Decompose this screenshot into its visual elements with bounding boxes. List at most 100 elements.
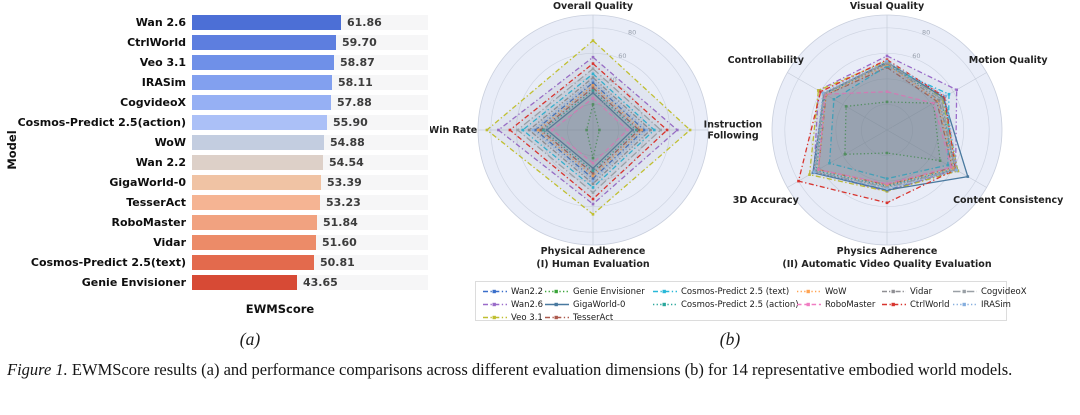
radar-axis-label: Motion Quality [969,55,1049,66]
legend-label: Vidar [910,286,933,297]
bar-track [192,215,428,230]
radar-marker [946,163,950,167]
legend-label: WoW [825,286,847,297]
legend-label: TesserAct [573,312,614,323]
bar-category-label: Veo 3.1 [139,56,186,69]
bar-value-label: 54.54 [329,156,364,169]
bar [192,115,327,130]
radar-marker [885,100,889,104]
radar-marker [645,128,648,132]
legend-line-sample [545,302,569,307]
radial-tick-label: 0 [595,123,599,131]
bar-category-label: Cosmos-Predict 2.5(action) [17,116,186,129]
legend-line-sample [545,315,569,320]
radar-marker [812,170,816,174]
radar-axis-label: Physical Adherence [541,246,646,257]
bar [192,275,297,290]
radar-marker [591,76,595,79]
radar-marker [591,174,595,178]
legend-item: Cosmos-Predict 2.5 (action) [652,299,799,310]
radar-marker [885,187,889,191]
legend-label: Wan2.2 [511,286,543,297]
legend-item: TesserAct [544,312,613,323]
radar-marker [591,186,595,189]
bar [192,195,320,210]
radar-marker [591,81,595,84]
radar-marker [966,175,970,178]
radial-tick-label: 80 [628,29,636,37]
bar [192,235,316,250]
bar-category-label: Wan 2.6 [135,16,186,29]
radar-marker [591,96,595,100]
radar-marker [591,103,595,106]
radar-marker [585,128,588,132]
legend-label: CogvideoX [981,286,1027,297]
radar-marker [885,54,889,58]
radar-marker [591,177,595,180]
radar-series [813,60,958,190]
radar-marker [885,90,889,93]
bar-category-label: TesserAct [126,196,186,209]
radar-marker [817,89,820,92]
bar-category-label: Cosmos-Predict 2.5(text) [30,256,186,269]
radar-marker [937,98,941,102]
radar-marker [653,128,656,132]
radar-marker [591,62,595,65]
legend-item: Cosmos-Predict 2.5 (text) [652,286,789,297]
bar-rows: Wan 2.6 61.86 CtrlWorld 59.70 Veo 3.1 58.87 IR… [0,0,430,300]
bar-track [192,95,428,110]
bar-track [192,15,428,30]
panel-b-label: (b) [719,329,741,349]
legend-label: Genie Envisioner [573,286,645,297]
radial-tick-label: 20 [893,99,901,107]
radar-marker [591,91,595,95]
bar-track [192,255,428,270]
radar-marker [591,169,595,173]
radar-marker [598,128,601,132]
legend-line-sample [953,302,977,307]
radar-axis-label: Controllability [728,55,805,66]
bar-value-label: 58.87 [340,56,375,69]
radar-marker [797,179,800,183]
bar-value-label: 53.39 [327,176,362,189]
bar [192,55,334,70]
bar-track [192,55,428,70]
legend-item: CogvideoX [952,286,1027,297]
bar-value-label: 51.84 [323,216,358,229]
radar-marker [821,91,825,95]
radar-marker [531,128,535,132]
radar-marker [534,128,537,132]
radial-tick-label: 80 [922,29,930,37]
radar-marker [591,197,595,201]
radar-marker [591,86,595,90]
radar-marker [944,94,947,98]
radar-marker [527,128,531,132]
radial-tick-label: 40 [608,76,616,84]
radar-marker [676,128,679,132]
bar-category-label: Genie Envisioner [81,276,186,289]
radar-series [537,84,643,177]
radar-marker [665,128,669,132]
legend-item: Genie Envisioner [544,286,645,297]
figure-caption: Figure 1. EWMScore results (a) and perfo… [7,360,1052,380]
radar-marker [591,161,595,165]
legend-line-sample [797,302,821,307]
radar-marker [591,84,595,87]
bar [192,155,323,170]
bar-track [192,135,428,150]
radar-axis-label: Overall Quality [553,1,634,12]
legend: Wan2.2 Genie Envisioner Cosmos-Predict 2.5… [475,281,1027,323]
radar-axis-label: Visual Quality [850,1,925,12]
radial-tick-label: 60 [618,52,626,60]
radar-marker [591,213,595,216]
radar-marker [497,128,500,132]
radar-marker [885,59,889,63]
radar-spoke [787,129,888,188]
radar-axis-label: 3D Accuracy [733,195,800,206]
legend-item: Wan2.6 [482,299,543,310]
radar-spoke [886,129,987,188]
bar-value-label: 50.81 [320,256,355,269]
bar [192,175,321,190]
legend-label: Cosmos-Predict 2.5 (action) [681,299,799,310]
radar-marker [828,161,831,165]
